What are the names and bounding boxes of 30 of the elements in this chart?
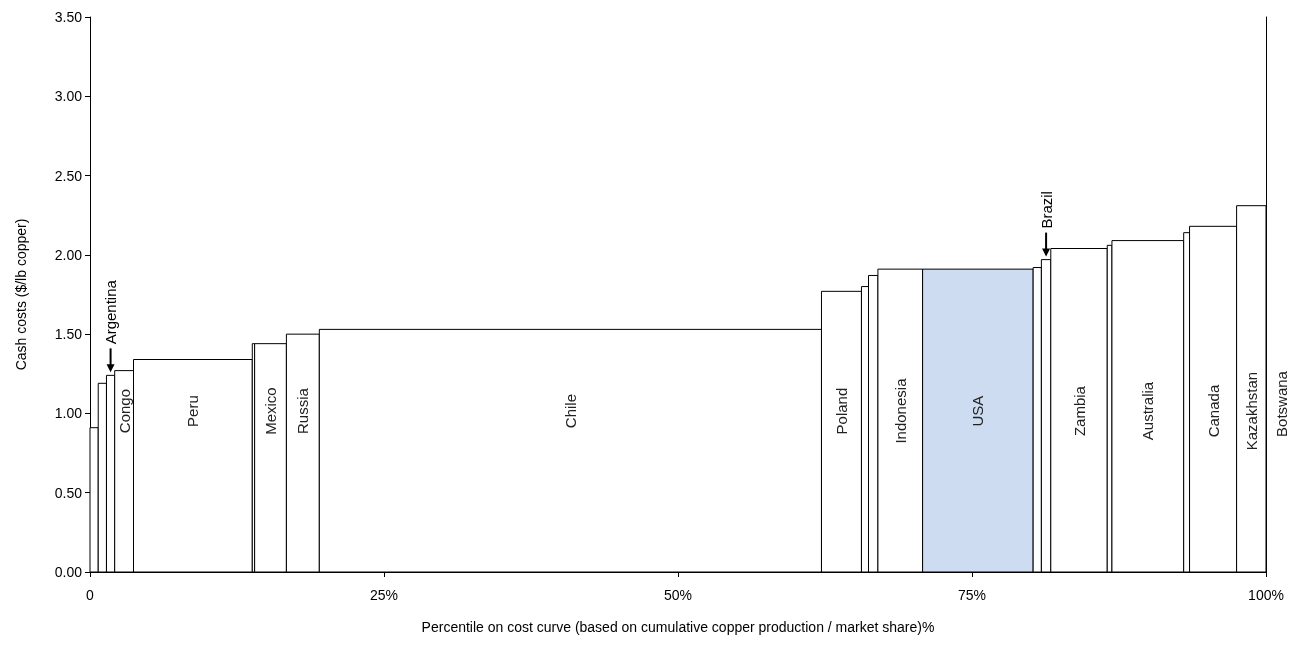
- x-tick-label: 100%: [1248, 587, 1284, 603]
- category-label: Poland: [832, 387, 850, 435]
- annotation: Argentina: [102, 279, 120, 345]
- y-tick-label: 3.00: [54, 88, 83, 105]
- category-label: Chile: [561, 393, 579, 429]
- category-label: Kazakhstan: [1242, 371, 1260, 451]
- category-label: Canada: [1204, 384, 1222, 438]
- x-axis-title: Percentile on cost curve (based on cumulative copper production / market share)%: [421, 619, 935, 635]
- category-label: Zambia: [1070, 386, 1088, 437]
- category-label: Russia: [294, 388, 312, 434]
- y-tick-label: 0.00: [54, 564, 83, 580]
- y-tick-label: 1.00: [54, 405, 83, 422]
- y-tick-label: 0.50: [54, 484, 83, 501]
- category-label: Peru: [184, 395, 202, 427]
- annotation: Brazil: [1037, 191, 1055, 229]
- y-tick-label: 2.00: [54, 246, 83, 263]
- category-label: Australia: [1139, 381, 1157, 441]
- text: Botswana: [1273, 370, 1290, 437]
- category-label: USA: [969, 395, 987, 427]
- y-tick-label: 1.50: [54, 326, 83, 343]
- x-tick-label: 25%: [369, 587, 399, 603]
- category-label: Congo: [115, 388, 133, 434]
- x-tick-label: 50%: [663, 587, 693, 603]
- x-tick-label: 0: [86, 587, 95, 603]
- y-tick-label: 3.50: [54, 9, 83, 25]
- category-label: Indonesia: [891, 378, 909, 444]
- x-tick-label: 75%: [957, 587, 987, 603]
- y-tick-label: 2.50: [54, 167, 83, 184]
- y-axis-title: Cash costs ($/lb copper): [13, 218, 29, 371]
- category-label: Mexico: [262, 387, 280, 435]
